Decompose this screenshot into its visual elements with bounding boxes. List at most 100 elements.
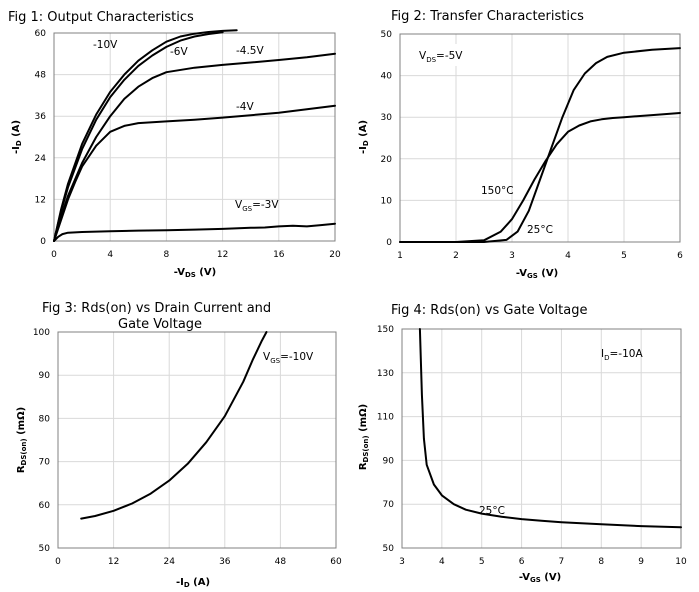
fig2-label-150c: 150°C — [481, 185, 514, 197]
fig1-label-vgs-main: V — [235, 199, 243, 211]
fig2-xlabel-sub: GS — [527, 272, 538, 280]
fig1-label-minus4v: -4V — [236, 101, 254, 113]
fig1-xlabel-unit: (V) — [196, 267, 216, 278]
fig2-ticks: 1 2 3 4 5 6 0 10 20 30 40 50 — [381, 30, 684, 261]
fig3-xlabel: -ID (A) — [176, 577, 210, 589]
fig4-xlabel-sub: GS — [530, 576, 541, 584]
fig1-xlabel-main: -V — [174, 267, 185, 278]
fig4-ylabel: RDS(on) (mΩ) — [358, 404, 370, 470]
fig2-label-vds-main: V — [419, 50, 427, 62]
fig1-series-3-line — [53, 104, 336, 242]
fig1-series-1-line — [53, 31, 224, 242]
fig4-ticks: 3 4 5 6 7 8 9 10 50 70 90 110 130 150 — [377, 325, 687, 567]
fig2-frame — [399, 33, 681, 243]
fig1-xtick-label-5: 20 — [329, 250, 341, 260]
fig2-vds-label-bg — [408, 44, 488, 66]
fig3-ylabel: RDS(on) (mΩ) — [16, 407, 28, 473]
fig4-xtick-label-1: 4 — [439, 557, 445, 567]
fig2-xtick-label-4: 5 — [621, 251, 627, 261]
fig2-ytick-label-4: 40 — [381, 72, 393, 82]
fig1-ytick-label-3: 36 — [35, 112, 47, 122]
fig4-frame — [401, 328, 682, 549]
fig3-ytick-label-4: 90 — [39, 371, 51, 381]
fig4-rdson-vs-gate-voltage: Fig 4: Rds(on) vs Gate Voltage 3 4 5 6 7 8 9 10… — [358, 303, 687, 584]
fig2-transfer-characteristics: Fig 2: Transfer Characteristics 1 2 3 4 5 601… — [358, 9, 683, 280]
fig4-xtick-label-5: 8 — [598, 557, 604, 567]
fig2-series-1-line — [399, 47, 681, 243]
fig3-xtick-label-0: 0 — [55, 557, 61, 567]
fig4-ylabel-unit: (mΩ) — [358, 404, 369, 436]
fig2-label-vds-rest: =-5V — [436, 50, 463, 62]
fig1-ylabel-unit: (A) — [11, 120, 22, 140]
fig1-series-4-line — [53, 222, 336, 242]
fig1-label-minus6v: -6V — [170, 46, 188, 58]
fig2-xlabel-unit: (V) — [538, 268, 558, 279]
fig2-xtick-label-0: 1 — [397, 251, 403, 261]
fig1-label-vgs-rest: =-3V — [252, 199, 279, 211]
fig4-series-group — [418, 328, 682, 529]
fig2-xlabel: -VGS (V) — [516, 268, 558, 280]
fig3-xlabel-main: -I — [176, 577, 184, 588]
fig4-xtick-label-7: 10 — [675, 557, 687, 567]
fig2-label-vds-sub: DS — [426, 56, 436, 64]
fig4-ytick-label-0: 50 — [383, 544, 395, 554]
fig4-ytick-label-4: 130 — [377, 369, 394, 379]
fig1-ylabel-sub: D — [15, 140, 23, 146]
fig1-ylabel-main: -I — [11, 146, 22, 154]
fig1-label-minus4-5v: -4.5V — [236, 45, 264, 57]
fig2-xtick-label-1: 2 — [453, 251, 459, 261]
fig2-ytick-label-1: 10 — [381, 196, 393, 206]
fig1-output-characteristics: Fig 1: Output Characteristics 0 4 8 12 16 200… — [8, 10, 341, 279]
fig4-label-id-rest: =-10A — [610, 348, 644, 360]
fig4-ytick-label-5: 150 — [377, 325, 394, 335]
fig3-series-0-line — [80, 331, 268, 520]
fig3-ylabel-unit: (mΩ) — [16, 407, 27, 439]
fig1-xtick-label-1: 4 — [107, 250, 113, 260]
fig4-xtick-label-6: 9 — [638, 557, 644, 567]
fig2-xtick-label-5: 6 — [677, 251, 683, 261]
fig3-label-vgs-main: V — [263, 351, 271, 363]
fig3-xtick-label-1: 12 — [108, 557, 119, 567]
fig4-label-id-minus10a: ID=-10A — [601, 348, 643, 362]
fig1-xlabel: -VDS (V) — [174, 267, 216, 279]
fig1-ytick-label-5: 60 — [35, 29, 47, 39]
fig3-label-vgs-minus10v: VGS=-10V — [263, 351, 314, 365]
fig3-xlabel-unit: (A) — [190, 577, 210, 588]
fig1-ytick-label-2: 24 — [35, 154, 47, 164]
fig4-ylabel-main: R — [358, 462, 369, 470]
fig4-ytick-label-1: 70 — [383, 500, 395, 510]
fig1-xtick-label-2: 8 — [164, 250, 170, 260]
fig3-xlabel-sub: D — [184, 581, 190, 589]
fig3-ytick-label-1: 60 — [39, 501, 51, 511]
fig3-ytick-label-0: 50 — [39, 544, 51, 554]
fig1-ytick-label-1: 12 — [35, 195, 46, 205]
fig2-xtick-label-2: 3 — [509, 251, 515, 261]
fig1-label-minus10v: -10V — [93, 39, 118, 51]
fig3-xtick-label-2: 24 — [163, 557, 175, 567]
fig1-xlabel-sub: DS — [185, 271, 196, 279]
fig4-xtick-label-3: 6 — [519, 557, 525, 567]
fig4-xlabel-unit: (V) — [541, 572, 561, 583]
fig4-title: Fig 4: Rds(on) vs Gate Voltage — [391, 303, 587, 318]
fig2-label-vds-minus5v: VDS=-5V — [419, 50, 463, 64]
fig2-ylabel-sub: D — [362, 140, 370, 146]
fig2-ytick-label-5: 50 — [381, 30, 393, 40]
fig2-label-25c: 25°C — [527, 224, 553, 236]
fig3-series-group — [80, 331, 268, 520]
fig4-ytick-label-3: 110 — [377, 413, 394, 423]
fig4-label-25c: 25°C — [479, 505, 505, 517]
fig4-xlabel-main: -V — [519, 572, 530, 583]
fig4-ytick-label-2: 90 — [383, 456, 395, 466]
fig2-title: Fig 2: Transfer Characteristics — [391, 9, 584, 24]
fig1-series-2-line — [53, 52, 336, 242]
fig3-ticks: 0 12 24 36 48 60 50 60 70 80 90 100 — [33, 328, 342, 567]
fig3-ylabel-sub: DS(on) — [20, 438, 28, 465]
fig1-label-vgs-sub: GS — [242, 205, 252, 213]
fig2-ytick-label-0: 0 — [386, 238, 392, 248]
fig2-ylabel: -ID (A) — [358, 120, 370, 154]
fig3-ytick-label-5: 100 — [33, 328, 50, 338]
fig1-series-group — [53, 29, 336, 242]
fig4-ylabel-sub: DS(on) — [362, 435, 370, 462]
fig4-label-id-sub: D — [604, 354, 609, 362]
